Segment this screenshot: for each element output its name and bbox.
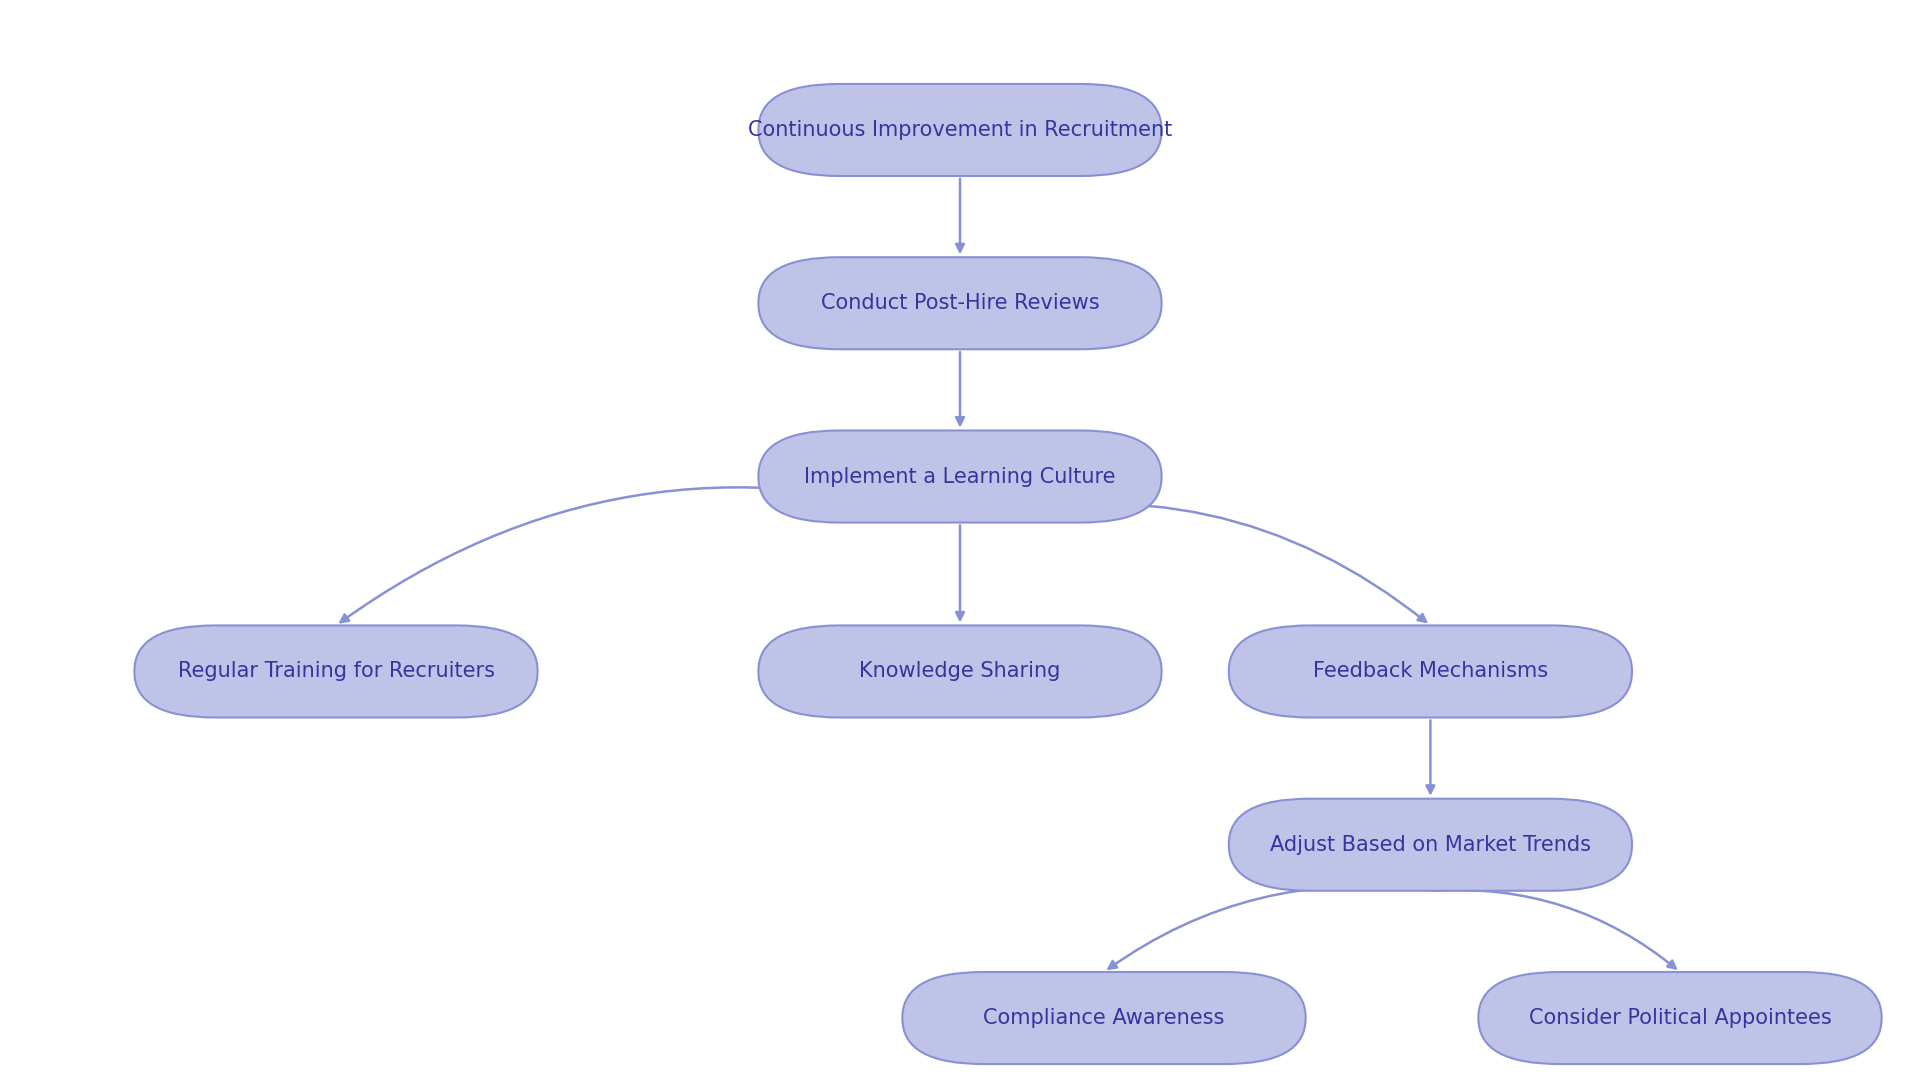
FancyBboxPatch shape (758, 258, 1162, 349)
FancyBboxPatch shape (1478, 973, 1882, 1064)
Text: Knowledge Sharing: Knowledge Sharing (860, 662, 1060, 681)
Text: Feedback Mechanisms: Feedback Mechanisms (1313, 662, 1548, 681)
Text: Consider Political Appointees: Consider Political Appointees (1528, 1008, 1832, 1028)
Text: Regular Training for Recruiters: Regular Training for Recruiters (177, 662, 495, 681)
Text: Compliance Awareness: Compliance Awareness (983, 1008, 1225, 1028)
Text: Adjust Based on Market Trends: Adjust Based on Market Trends (1269, 835, 1592, 854)
FancyBboxPatch shape (1229, 625, 1632, 717)
Text: Conduct Post-Hire Reviews: Conduct Post-Hire Reviews (820, 293, 1100, 313)
FancyBboxPatch shape (902, 973, 1306, 1064)
FancyBboxPatch shape (1229, 799, 1632, 890)
Text: Continuous Improvement in Recruitment: Continuous Improvement in Recruitment (749, 120, 1171, 140)
FancyBboxPatch shape (758, 430, 1162, 522)
Text: Implement a Learning Culture: Implement a Learning Culture (804, 467, 1116, 486)
FancyBboxPatch shape (758, 625, 1162, 717)
FancyBboxPatch shape (758, 84, 1162, 175)
FancyBboxPatch shape (134, 625, 538, 717)
